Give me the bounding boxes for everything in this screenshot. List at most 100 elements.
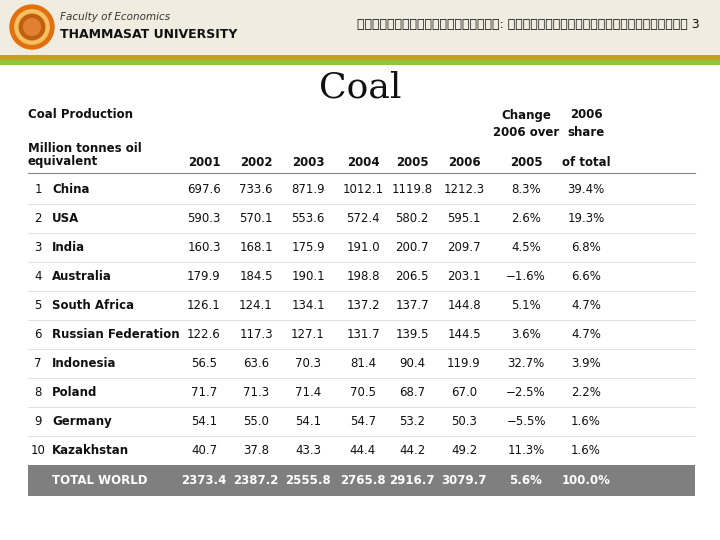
Text: 117.3: 117.3: [239, 328, 273, 341]
Text: Russian Federation: Russian Federation: [52, 328, 179, 341]
Text: 6.6%: 6.6%: [571, 270, 601, 283]
Text: 2373.4: 2373.4: [181, 474, 227, 487]
Text: Germany: Germany: [52, 415, 112, 428]
Text: 697.6: 697.6: [187, 183, 221, 196]
Text: 44.2: 44.2: [399, 444, 425, 457]
Text: 56.5: 56.5: [191, 357, 217, 370]
Text: 1.6%: 1.6%: [571, 444, 601, 457]
Text: 6.8%: 6.8%: [571, 241, 601, 254]
Text: 1012.1: 1012.1: [343, 183, 384, 196]
Text: Million tonnes oil: Million tonnes oil: [28, 143, 142, 156]
Text: 53.2: 53.2: [399, 415, 425, 428]
Text: 203.1: 203.1: [447, 270, 481, 283]
Text: Coal: Coal: [319, 71, 401, 105]
Text: 4.7%: 4.7%: [571, 328, 601, 341]
Text: 2916.7: 2916.7: [390, 474, 435, 487]
Text: India: India: [52, 241, 85, 254]
Text: 44.4: 44.4: [350, 444, 376, 457]
Text: 175.9: 175.9: [291, 241, 325, 254]
Text: 70.3: 70.3: [295, 357, 321, 370]
Text: share: share: [567, 126, 605, 139]
Text: 6: 6: [35, 328, 42, 341]
Text: 81.4: 81.4: [350, 357, 376, 370]
Text: 71.4: 71.4: [295, 386, 321, 399]
Text: Indonesia: Indonesia: [52, 357, 117, 370]
Text: 5: 5: [35, 299, 42, 312]
Text: 3.9%: 3.9%: [571, 357, 601, 370]
Text: 200.7: 200.7: [395, 241, 428, 254]
Text: 590.3: 590.3: [187, 212, 221, 225]
Text: 168.1: 168.1: [239, 241, 273, 254]
Text: 90.4: 90.4: [399, 357, 425, 370]
Text: 4: 4: [35, 270, 42, 283]
Text: 37.8: 37.8: [243, 444, 269, 457]
Text: 1212.3: 1212.3: [444, 183, 485, 196]
Text: 2765.8: 2765.8: [340, 474, 386, 487]
Text: Faculty of Economics: Faculty of Economics: [60, 12, 170, 22]
Text: −2.5%: −2.5%: [506, 386, 546, 399]
Text: 54.1: 54.1: [295, 415, 321, 428]
Text: 122.6: 122.6: [187, 328, 221, 341]
Text: 4.7%: 4.7%: [571, 299, 601, 312]
Text: −1.6%: −1.6%: [506, 270, 546, 283]
Text: 2003: 2003: [292, 156, 324, 168]
Text: 2002: 2002: [240, 156, 272, 168]
Text: 9: 9: [35, 415, 42, 428]
Text: 39.4%: 39.4%: [567, 183, 605, 196]
Text: Australia: Australia: [52, 270, 112, 283]
Text: 733.6: 733.6: [239, 183, 273, 196]
Text: 2: 2: [35, 212, 42, 225]
Text: 5.1%: 5.1%: [511, 299, 541, 312]
Text: 160.3: 160.3: [187, 241, 221, 254]
Text: 206.5: 206.5: [395, 270, 428, 283]
Text: 71.3: 71.3: [243, 386, 269, 399]
Text: 127.1: 127.1: [291, 328, 325, 341]
Text: 1.6%: 1.6%: [571, 415, 601, 428]
Text: 19.3%: 19.3%: [567, 212, 605, 225]
Text: 572.4: 572.4: [346, 212, 380, 225]
Text: 2387.2: 2387.2: [233, 474, 279, 487]
Text: 1: 1: [35, 183, 42, 196]
Text: 131.7: 131.7: [346, 328, 380, 341]
Text: 70.5: 70.5: [350, 386, 376, 399]
Text: 2001: 2001: [188, 156, 220, 168]
Circle shape: [15, 10, 49, 44]
Text: 3079.7: 3079.7: [441, 474, 487, 487]
Text: 10: 10: [30, 444, 45, 457]
Text: 2005: 2005: [396, 156, 428, 168]
Text: 595.1: 595.1: [447, 212, 481, 225]
Text: 2006: 2006: [448, 156, 480, 168]
Text: 1119.8: 1119.8: [392, 183, 433, 196]
Text: 100.0%: 100.0%: [562, 474, 611, 487]
Text: Kazakhstan: Kazakhstan: [52, 444, 129, 457]
Text: 134.1: 134.1: [291, 299, 325, 312]
Text: 71.7: 71.7: [191, 386, 217, 399]
Text: สถานการณ์พลังงานโลก: วิกฤตการณ์น้ำมันครั้งที่ 3: สถานการณ์พลังงานโลก: วิกฤตการณ์น้ำมันครั…: [357, 18, 700, 31]
Bar: [0, 55, 720, 60]
Text: 570.1: 570.1: [239, 212, 273, 225]
Text: of total: of total: [562, 156, 611, 168]
Text: 137.7: 137.7: [395, 299, 429, 312]
Text: 68.7: 68.7: [399, 386, 425, 399]
Text: South Africa: South Africa: [52, 299, 134, 312]
Text: 191.0: 191.0: [346, 241, 380, 254]
Circle shape: [24, 19, 40, 35]
Text: 63.6: 63.6: [243, 357, 269, 370]
Text: 67.0: 67.0: [451, 386, 477, 399]
Text: 209.7: 209.7: [447, 241, 481, 254]
Text: 2005: 2005: [510, 156, 542, 168]
Text: 124.1: 124.1: [239, 299, 273, 312]
Text: 43.3: 43.3: [295, 444, 321, 457]
Circle shape: [10, 5, 54, 49]
Bar: [0, 60, 720, 65]
Text: Change: Change: [501, 109, 551, 122]
Text: 119.9: 119.9: [447, 357, 481, 370]
Text: 4.5%: 4.5%: [511, 241, 541, 254]
Text: 54.1: 54.1: [191, 415, 217, 428]
Text: 2555.8: 2555.8: [285, 474, 331, 487]
Text: 8.3%: 8.3%: [511, 183, 541, 196]
Text: 2006: 2006: [570, 109, 603, 122]
Text: USA: USA: [52, 212, 79, 225]
Text: 3: 3: [35, 241, 42, 254]
Text: 3.6%: 3.6%: [511, 328, 541, 341]
